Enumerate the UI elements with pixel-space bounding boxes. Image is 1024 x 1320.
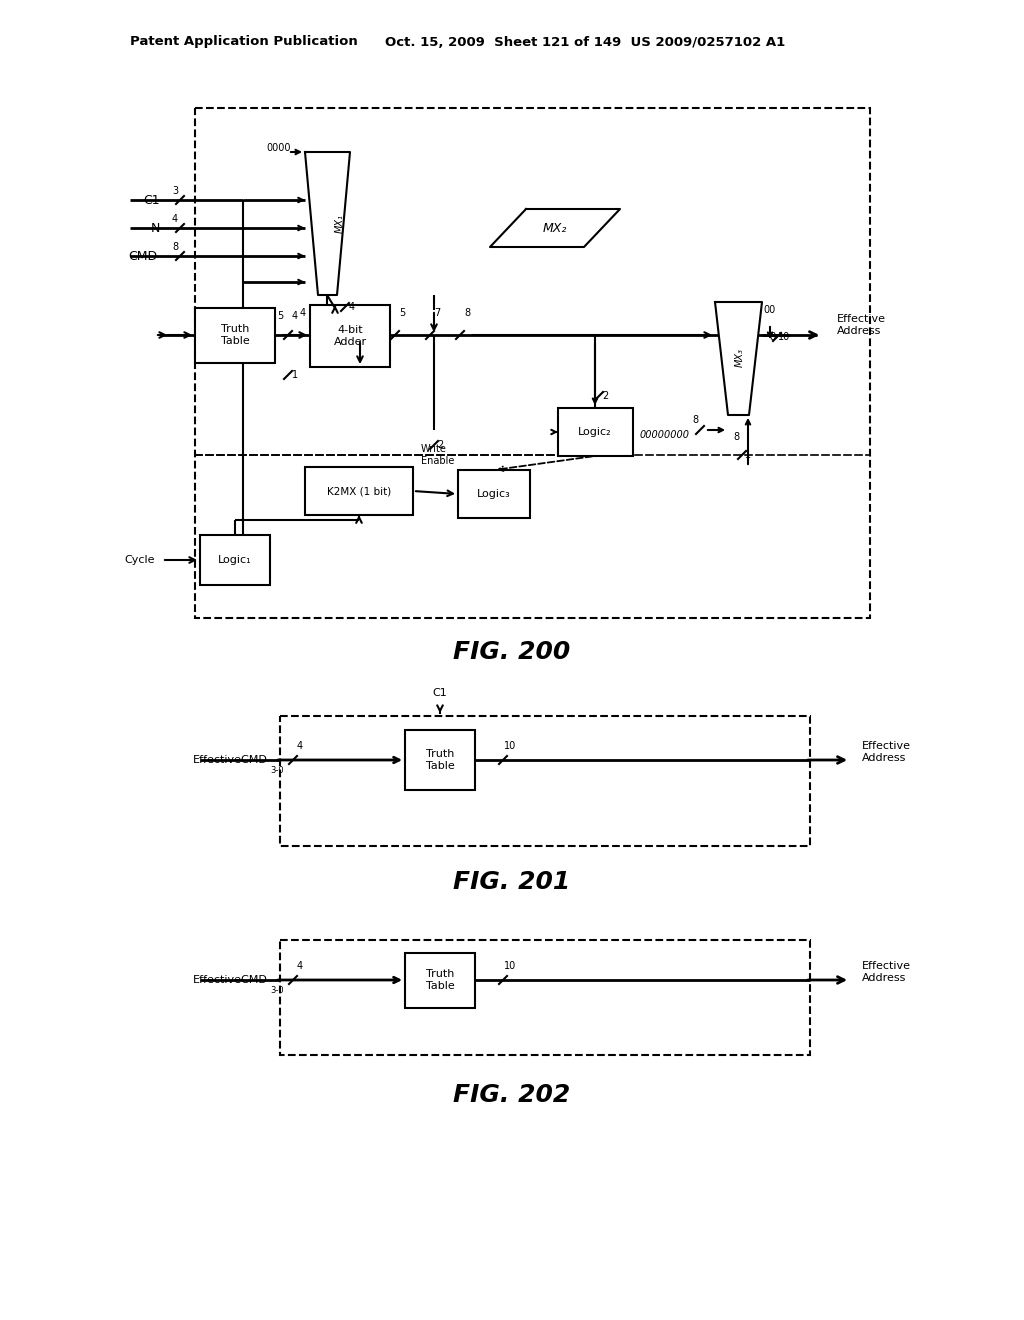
- Text: 1: 1: [292, 370, 298, 380]
- Text: 4: 4: [297, 961, 303, 972]
- Text: Truth
Table: Truth Table: [426, 750, 455, 771]
- Text: 00000000: 00000000: [640, 430, 690, 440]
- Text: Truth
Table: Truth Table: [426, 969, 455, 991]
- Text: 7: 7: [434, 308, 440, 318]
- Text: FIG. 202: FIG. 202: [454, 1082, 570, 1107]
- Text: MX₃: MX₃: [735, 348, 745, 367]
- Text: Effective
Address: Effective Address: [837, 314, 886, 335]
- Text: 5: 5: [276, 312, 283, 321]
- Text: 8: 8: [172, 242, 178, 252]
- Text: 4: 4: [349, 302, 355, 312]
- Bar: [195, 108, 870, 618]
- Text: 10: 10: [504, 961, 516, 972]
- Text: 8: 8: [464, 308, 470, 318]
- Text: Cycle: Cycle: [125, 554, 155, 565]
- Text: Patent Application Publication: Patent Application Publication: [130, 36, 357, 49]
- Text: 2: 2: [602, 391, 608, 401]
- Text: Truth
Table: Truth Table: [220, 325, 250, 346]
- Text: 0000: 0000: [266, 143, 291, 153]
- Polygon shape: [305, 152, 350, 294]
- Bar: [280, 940, 810, 1055]
- Text: Write
Enable: Write Enable: [421, 445, 455, 466]
- Polygon shape: [715, 302, 762, 414]
- Text: 8: 8: [733, 432, 739, 442]
- Text: 4: 4: [297, 741, 303, 751]
- Bar: [280, 715, 810, 846]
- Text: Effective
Address: Effective Address: [862, 961, 911, 983]
- Text: FIG. 201: FIG. 201: [454, 870, 570, 894]
- Text: 8: 8: [769, 333, 775, 342]
- Text: 4: 4: [172, 214, 178, 224]
- Text: CMD: CMD: [128, 249, 157, 263]
- Text: 4-bit
Adder: 4-bit Adder: [334, 325, 367, 347]
- Text: 8: 8: [692, 414, 698, 425]
- Text: 3-0: 3-0: [270, 986, 284, 995]
- Bar: [406, 730, 475, 789]
- Text: 00: 00: [764, 305, 776, 315]
- Text: 2: 2: [437, 440, 443, 450]
- Bar: [305, 467, 413, 515]
- Text: EffectiveCMD: EffectiveCMD: [194, 975, 268, 985]
- Text: 10: 10: [504, 741, 516, 751]
- Text: C1: C1: [432, 688, 447, 698]
- Text: Effective
Address: Effective Address: [862, 742, 911, 763]
- Text: Oct. 15, 2009  Sheet 121 of 149  US 2009/0257102 A1: Oct. 15, 2009 Sheet 121 of 149 US 2009/0…: [385, 36, 785, 49]
- Bar: [458, 470, 530, 517]
- Bar: [310, 305, 390, 367]
- Text: 1: 1: [744, 450, 751, 459]
- Text: FIG. 200: FIG. 200: [454, 640, 570, 664]
- Text: 3-0: 3-0: [270, 766, 284, 775]
- Text: C1: C1: [143, 194, 160, 206]
- Text: K2MX (1 bit): K2MX (1 bit): [327, 486, 391, 496]
- Text: Logic₃: Logic₃: [477, 488, 511, 499]
- Text: MX₁: MX₁: [335, 214, 345, 232]
- Text: Logic₂: Logic₂: [579, 426, 611, 437]
- Bar: [558, 408, 633, 455]
- Text: MX₂: MX₂: [543, 222, 567, 235]
- Text: EffectiveCMD: EffectiveCMD: [194, 755, 268, 766]
- Text: 4: 4: [300, 308, 306, 318]
- Text: 4: 4: [292, 312, 298, 321]
- Text: 10: 10: [778, 333, 791, 342]
- Text: 3: 3: [172, 186, 178, 195]
- Bar: [200, 535, 270, 585]
- Bar: [195, 308, 275, 363]
- Text: 5: 5: [399, 308, 406, 318]
- Bar: [406, 953, 475, 1008]
- Polygon shape: [490, 209, 620, 247]
- Text: N: N: [151, 222, 160, 235]
- Text: Logic₁: Logic₁: [218, 554, 252, 565]
